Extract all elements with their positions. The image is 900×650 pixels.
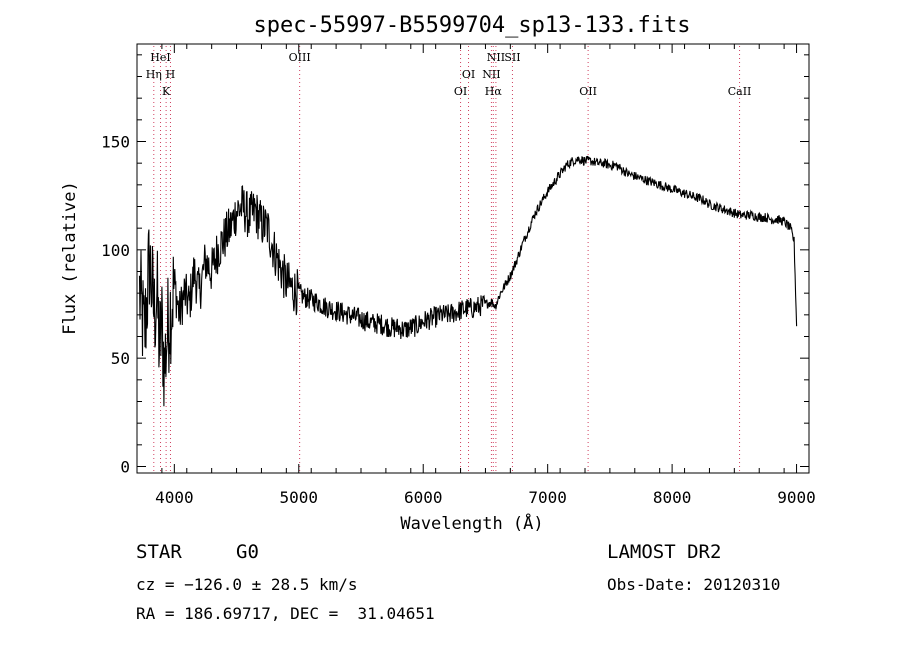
emission-line-label: OIII xyxy=(289,51,311,64)
star-subclass: G0 xyxy=(236,541,259,563)
obs-date: Obs-Date: 20120310 xyxy=(607,575,781,594)
y-tick-label: 0 xyxy=(120,458,130,477)
emission-line-label: SII xyxy=(504,51,520,64)
emission-line-label: K xyxy=(162,85,171,98)
y-tick-label: 150 xyxy=(101,133,130,152)
y-axis-label: Flux (relative) xyxy=(60,181,80,335)
emission-line-label: H xyxy=(166,68,176,81)
emission-line-label: CaII xyxy=(728,85,752,98)
spectrum-line xyxy=(138,155,798,407)
emission-line-markers xyxy=(153,46,741,473)
x-tick-label: 6000 xyxy=(404,488,443,507)
plot-frame xyxy=(136,43,810,474)
emission-line-label: OI xyxy=(462,68,475,81)
star-class: STAR xyxy=(136,541,182,563)
cz-value: cz = −126.0 ± 28.5 km/s xyxy=(136,575,358,594)
emission-line-label: HeI xyxy=(150,51,170,64)
x-tick-label: 4000 xyxy=(155,488,194,507)
ra-dec: RA = 186.69717, DEC = 31.04651 xyxy=(136,604,435,623)
emission-line-label: Hα xyxy=(485,85,503,98)
emission-line-label: OII xyxy=(579,85,597,98)
x-axis-label: Wavelength (Å) xyxy=(400,512,543,534)
x-tick-label: 7000 xyxy=(528,488,567,507)
y-tick-label: 100 xyxy=(101,241,130,260)
y-axis-ticks: 0 50 100 150 xyxy=(101,54,809,477)
x-tick-label: 5000 xyxy=(280,488,319,507)
x-tick-label: 9000 xyxy=(777,488,816,507)
x-tick-label: 8000 xyxy=(653,488,692,507)
emission-line-label: NII xyxy=(487,51,505,64)
emission-line-label: OI xyxy=(454,85,467,98)
y-tick-label: 50 xyxy=(111,349,130,368)
emission-line-label: NII xyxy=(482,68,500,81)
x-axis-ticks: 4000 5000 6000 7000 8000 9000 xyxy=(155,44,816,507)
emission-line-label: Hη xyxy=(146,68,162,81)
survey-name: LAMOST DR2 xyxy=(607,541,722,563)
chart-title: spec-55997-B5599704_sp13-133.fits xyxy=(253,13,690,38)
